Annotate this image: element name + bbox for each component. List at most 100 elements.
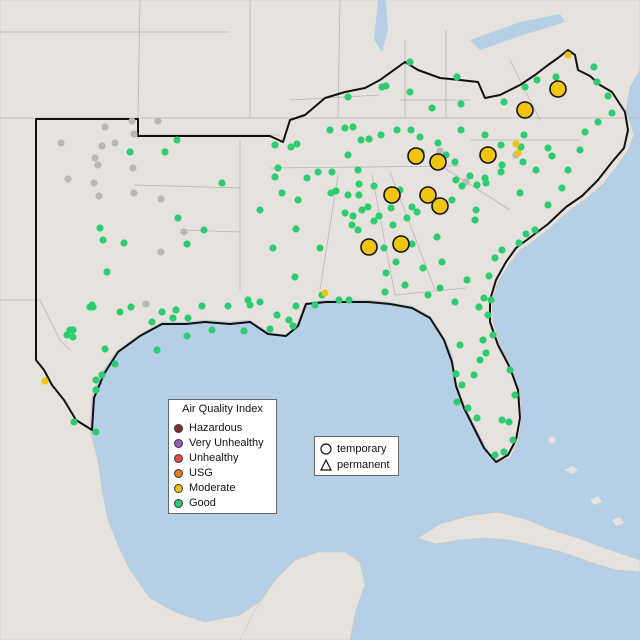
station-nodata-marker[interactable] xyxy=(111,139,119,147)
station-nodata-marker[interactable] xyxy=(98,142,106,150)
station-nodata-marker[interactable] xyxy=(154,117,162,125)
station-good-marker[interactable] xyxy=(287,143,295,151)
station-good-marker[interactable] xyxy=(576,146,584,154)
station-good-marker[interactable] xyxy=(69,333,77,341)
station-nodata-marker[interactable] xyxy=(57,139,65,147)
station-good-marker[interactable] xyxy=(328,168,336,176)
station-moderate-marker[interactable] xyxy=(41,377,49,385)
station-good-marker[interactable] xyxy=(116,308,124,316)
station-good-marker[interactable] xyxy=(172,306,180,314)
station-good-marker[interactable] xyxy=(416,133,424,141)
station-good-marker[interactable] xyxy=(498,246,506,254)
station-good-marker[interactable] xyxy=(457,126,465,134)
station-moderate-temporary-marker[interactable] xyxy=(431,197,449,215)
station-good-marker[interactable] xyxy=(491,451,499,459)
station-good-marker[interactable] xyxy=(392,258,400,266)
station-good-marker[interactable] xyxy=(511,391,519,399)
station-good-marker[interactable] xyxy=(294,196,302,204)
station-good-marker[interactable] xyxy=(101,345,109,353)
station-good-marker[interactable] xyxy=(169,314,177,322)
station-nodata-marker[interactable] xyxy=(436,147,444,155)
station-good-marker[interactable] xyxy=(516,189,524,197)
station-good-marker[interactable] xyxy=(593,78,601,86)
station-nodata-marker[interactable] xyxy=(94,161,102,169)
station-good-marker[interactable] xyxy=(452,370,460,378)
station-good-marker[interactable] xyxy=(183,240,191,248)
station-nodata-marker[interactable] xyxy=(130,189,138,197)
station-good-marker[interactable] xyxy=(382,82,390,90)
station-good-marker[interactable] xyxy=(387,204,395,212)
station-moderate-temporary-marker[interactable] xyxy=(549,80,567,98)
station-good-marker[interactable] xyxy=(531,226,539,234)
station-good-marker[interactable] xyxy=(608,109,616,117)
station-nodata-marker[interactable] xyxy=(157,195,165,203)
station-nodata-marker[interactable] xyxy=(130,130,138,138)
station-moderate-marker[interactable] xyxy=(564,51,572,59)
station-good-marker[interactable] xyxy=(434,139,442,147)
station-good-marker[interactable] xyxy=(354,226,362,234)
station-good-marker[interactable] xyxy=(184,314,192,322)
station-good-marker[interactable] xyxy=(458,182,466,190)
station-good-marker[interactable] xyxy=(481,131,489,139)
station-good-marker[interactable] xyxy=(509,436,517,444)
station-good-marker[interactable] xyxy=(218,179,226,187)
station-good-marker[interactable] xyxy=(344,191,352,199)
station-moderate-temporary-marker[interactable] xyxy=(383,186,401,204)
station-good-marker[interactable] xyxy=(126,148,134,156)
station-good-marker[interactable] xyxy=(482,349,490,357)
station-good-marker[interactable] xyxy=(389,221,397,229)
station-good-marker[interactable] xyxy=(274,164,282,172)
station-good-marker[interactable] xyxy=(482,179,490,187)
station-good-marker[interactable] xyxy=(484,311,492,319)
station-good-marker[interactable] xyxy=(498,416,506,424)
station-good-marker[interactable] xyxy=(498,161,506,169)
station-good-marker[interactable] xyxy=(208,326,216,334)
station-nodata-marker[interactable] xyxy=(157,248,165,256)
station-good-marker[interactable] xyxy=(293,140,301,148)
station-good-marker[interactable] xyxy=(344,151,352,159)
station-good-marker[interactable] xyxy=(289,322,297,330)
station-good-marker[interactable] xyxy=(533,76,541,84)
station-good-marker[interactable] xyxy=(497,141,505,149)
station-good-marker[interactable] xyxy=(428,104,436,112)
station-good-marker[interactable] xyxy=(403,214,411,222)
station-good-marker[interactable] xyxy=(370,182,378,190)
station-good-marker[interactable] xyxy=(341,209,349,217)
station-good-marker[interactable] xyxy=(581,128,589,136)
station-good-marker[interactable] xyxy=(464,404,472,412)
station-good-marker[interactable] xyxy=(345,296,353,304)
station-nodata-marker[interactable] xyxy=(142,300,150,308)
station-good-marker[interactable] xyxy=(463,276,471,284)
station-good-marker[interactable] xyxy=(476,356,484,364)
station-good-marker[interactable] xyxy=(158,308,166,316)
station-good-marker[interactable] xyxy=(451,298,459,306)
station-good-marker[interactable] xyxy=(453,73,461,81)
station-good-marker[interactable] xyxy=(266,325,274,333)
station-good-marker[interactable] xyxy=(98,371,106,379)
station-good-marker[interactable] xyxy=(558,184,566,192)
station-good-marker[interactable] xyxy=(183,332,191,340)
station-good-marker[interactable] xyxy=(456,341,464,349)
station-good-marker[interactable] xyxy=(153,346,161,354)
station-moderate-temporary-marker[interactable] xyxy=(360,238,378,256)
station-good-marker[interactable] xyxy=(365,135,373,143)
station-good-marker[interactable] xyxy=(63,331,71,339)
station-good-marker[interactable] xyxy=(200,226,208,234)
station-good-marker[interactable] xyxy=(269,244,277,252)
station-good-marker[interactable] xyxy=(419,264,427,272)
station-good-marker[interactable] xyxy=(548,152,556,160)
station-moderate-marker[interactable] xyxy=(514,149,522,157)
station-good-marker[interactable] xyxy=(473,181,481,189)
station-nodata-marker[interactable] xyxy=(64,175,72,183)
station-good-marker[interactable] xyxy=(453,398,461,406)
station-good-marker[interactable] xyxy=(433,233,441,241)
station-good-marker[interactable] xyxy=(413,208,421,216)
station-good-marker[interactable] xyxy=(127,303,135,311)
station-good-marker[interactable] xyxy=(520,131,528,139)
station-good-marker[interactable] xyxy=(69,326,77,334)
station-good-marker[interactable] xyxy=(480,294,488,302)
station-good-marker[interactable] xyxy=(438,258,446,266)
station-good-marker[interactable] xyxy=(448,196,456,204)
station-good-marker[interactable] xyxy=(377,131,385,139)
